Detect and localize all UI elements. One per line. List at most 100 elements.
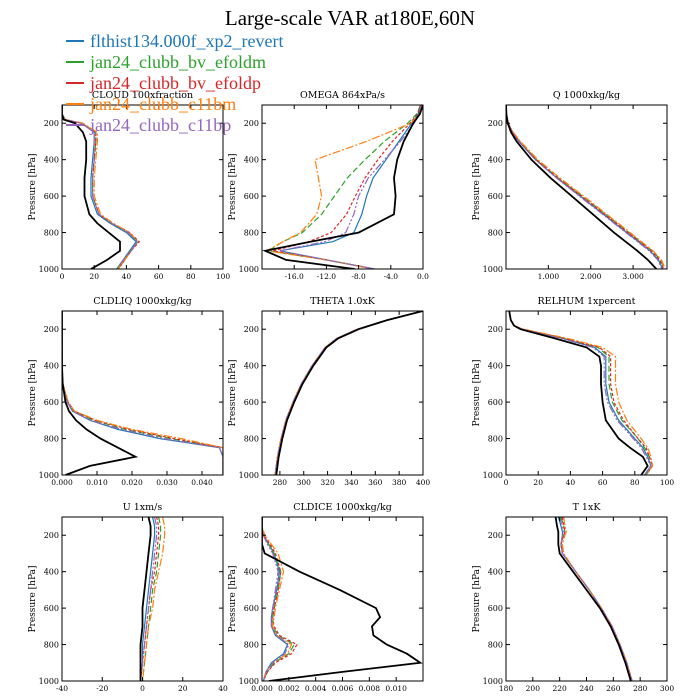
y-tick-label: 400	[488, 156, 503, 165]
x-tick-label: 80	[186, 272, 196, 281]
y-tick-label: 600	[244, 398, 259, 407]
y-tick-label: 200	[244, 531, 259, 540]
y-axis-label: Pressure [hPa]	[28, 359, 38, 426]
x-tick-label: 60	[154, 272, 164, 281]
panel-title: CLDICE 1000xkg/kg	[293, 502, 392, 513]
y-tick-label: 800	[44, 435, 59, 444]
y-tick-label: 600	[44, 398, 59, 407]
panel-q: 200 400 600 800 1000 1.000 2.000 3.000 Pressure …	[472, 90, 668, 281]
x-tick-label: 0	[60, 272, 65, 281]
x-tick-label: 0.006	[332, 684, 354, 693]
panel-title: Q 1000xkg/kg	[553, 90, 620, 101]
x-tick-label: 300	[660, 684, 675, 693]
series-line-control	[262, 105, 423, 269]
y-tick-label: 200	[488, 325, 503, 334]
series-line-5	[559, 517, 633, 681]
x-tick-label: 0.002	[278, 684, 300, 693]
legend-label: jan24_clubb_c11bm	[90, 94, 237, 114]
y-tick-label: 1000	[239, 265, 259, 274]
panel-theta: 200 400 600 800 1000 280 300 320 340 360 380 400 Pre…	[228, 296, 430, 487]
x-tick-label: 0.040	[191, 478, 213, 487]
plot-frame	[505, 104, 668, 270]
x-tick-label: 100	[216, 272, 231, 281]
x-tick-label: 0.010	[385, 684, 407, 693]
x-tick-label: -16.0	[285, 272, 304, 281]
x-tick-label: 20	[533, 478, 543, 487]
y-tick-label: 200	[488, 531, 503, 540]
series-group	[262, 105, 423, 269]
series-line-4	[264, 105, 423, 269]
x-tick-label: -8.0	[351, 272, 366, 281]
x-tick-label: 340	[344, 478, 359, 487]
x-tick-label: 180	[499, 684, 514, 693]
y-tick-label: 400	[244, 156, 259, 165]
series-line-3	[139, 517, 160, 681]
series-line-3	[62, 105, 141, 269]
series-line-2	[560, 517, 633, 681]
x-tick-label: 0.010	[86, 478, 108, 487]
y-tick-label: 1000	[239, 677, 259, 686]
x-tick-label: 240	[579, 684, 594, 693]
series-group	[554, 517, 633, 681]
series-line-4	[508, 311, 654, 475]
series-line-1	[508, 311, 652, 475]
x-tick-label: 200	[526, 684, 541, 693]
x-tick-label: 280	[273, 478, 288, 487]
y-tick-label: 400	[244, 362, 259, 371]
x-tick-label: 40	[566, 478, 576, 487]
x-tick-label: 80	[630, 478, 640, 487]
panel-title: T 1xK	[573, 502, 602, 513]
x-tick-label: -12.0	[317, 272, 336, 281]
legend-label: flthist134.000f_xp2_revert	[90, 31, 284, 51]
series-line-control	[508, 311, 649, 475]
series-line-3	[508, 311, 654, 475]
x-tick-label: 0.000	[251, 684, 273, 693]
x-tick-label: 20	[178, 684, 188, 693]
x-tick-label: 380	[392, 478, 407, 487]
x-tick-label: 400	[416, 478, 431, 487]
series-line-control	[62, 311, 139, 475]
plot-frame	[505, 310, 668, 476]
x-tick-label: 1.000	[538, 272, 560, 281]
series-group	[62, 105, 141, 269]
x-tick-label: 300	[297, 478, 312, 487]
y-tick-label: 400	[244, 568, 259, 577]
series-line-control	[62, 105, 121, 269]
x-tick-label: -20	[96, 684, 108, 693]
y-axis-label: Pressure [hPa]	[228, 359, 238, 426]
y-tick-label: 800	[488, 641, 503, 650]
x-tick-label: 0.008	[359, 684, 381, 693]
y-tick-label: 200	[244, 325, 259, 334]
legend-label: jan24_clubb_bv_efoldp	[90, 73, 261, 93]
series-line-5	[62, 311, 223, 475]
y-tick-label: 400	[44, 156, 59, 165]
series-line-4	[62, 311, 223, 475]
y-tick-label: 400	[488, 568, 503, 577]
y-tick-label: 400	[488, 362, 503, 371]
legend: flthist134.000f_xp2_revert jan24_clubb_b…	[66, 31, 283, 136]
y-tick-label: 600	[44, 192, 59, 201]
series-line-5	[262, 517, 290, 681]
x-tick-label: 3.000	[622, 272, 644, 281]
series-group	[274, 311, 423, 475]
y-tick-label: 1000	[39, 471, 59, 480]
series-line-5	[508, 311, 652, 475]
panel-title: U 1xm/s	[123, 502, 163, 513]
panel-title: CLOUD 100xfraction	[92, 90, 193, 101]
x-tick-label: 40	[218, 684, 228, 693]
series-line-3	[62, 311, 223, 475]
x-tick-label: 220	[553, 684, 568, 693]
y-tick-label: 800	[44, 229, 59, 238]
y-tick-label: 200	[488, 119, 503, 128]
series-line-3	[506, 105, 665, 269]
y-axis-label: Pressure [hPa]	[472, 359, 482, 426]
legend-entry: jan24_clubb_bv_efoldp	[66, 73, 283, 94]
y-tick-label: 800	[44, 641, 59, 650]
x-tick-label: 0.030	[156, 478, 178, 487]
series-line-control	[506, 105, 658, 269]
x-tick-label: 360	[368, 478, 383, 487]
